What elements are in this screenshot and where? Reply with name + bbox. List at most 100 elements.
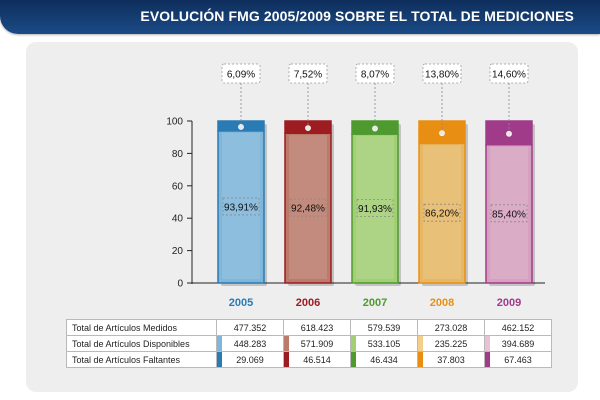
bar-group-2007: 91,93% 8,07% 2007 — [351, 63, 401, 309]
value-label-faltantes: 8,07% — [361, 70, 389, 81]
cell-value: 579.539 — [367, 322, 401, 333]
cell-value: 448.283 — [233, 338, 267, 349]
value-label-disponibles: 91,93% — [358, 204, 392, 215]
table-row: Total de Artículos Medidos 477.352 618.423… — [66, 319, 552, 336]
callout-box — [489, 63, 529, 84]
value-label-box — [423, 203, 461, 222]
x-tick-label-2008: 2008 — [430, 297, 454, 309]
value-label-disponibles: 93,91% — [224, 202, 258, 213]
row-label: Total de Artículos Disponibles — [66, 335, 217, 352]
cell-value: 477.352 — [233, 322, 267, 333]
y-tick-label: 20 — [172, 246, 184, 257]
y-tick-label: 60 — [172, 181, 184, 192]
table-cell: 273.028 — [417, 319, 485, 336]
cell-value: 618.423 — [300, 322, 334, 333]
bar-group-2008: 86,20% 13,80% 2008 — [418, 63, 468, 309]
bar-group-2006: 92,48% 7,52% 2006 — [284, 63, 334, 309]
callout-box — [221, 63, 261, 84]
x-tick-label-2009: 2009 — [497, 297, 521, 309]
cell-value: 46.434 — [370, 354, 398, 365]
bar-group-2005: 93,91% 6,09% 2005 — [217, 63, 267, 309]
series-color-marker — [485, 352, 490, 367]
series-color-marker — [351, 352, 356, 367]
bar-highlight — [490, 146, 528, 279]
table-cell: 618.423 — [283, 319, 351, 336]
table-cell: 571.909 — [283, 335, 351, 352]
cell-value: 46.514 — [303, 354, 331, 365]
value-label-disponibles: 92,48% — [291, 204, 325, 215]
bar-highlight — [289, 135, 327, 279]
table-cell: 462.152 — [484, 319, 552, 336]
table-row: Total de Artículos Disponibles 448.283 571… — [66, 335, 552, 352]
value-label-faltantes: 7,52% — [294, 70, 322, 81]
bar-highlight — [356, 136, 394, 279]
bar-highlight — [423, 145, 461, 279]
table-cell: 477.352 — [216, 319, 284, 336]
cell-value: 29.069 — [236, 354, 264, 365]
table-row: Total de Artículos Faltantes 29.069 46.514… — [66, 351, 552, 368]
series-color-marker — [217, 336, 222, 351]
y-tick-label: 80 — [172, 149, 184, 160]
table-cell: 235.225 — [417, 335, 485, 352]
series-color-marker — [351, 336, 356, 351]
table-cell: 67.463 — [484, 351, 552, 368]
cell-value: 533.105 — [367, 338, 401, 349]
value-label-faltantes: 13,80% — [425, 70, 459, 81]
value-label-disponibles: 85,40% — [492, 209, 526, 220]
cell-value: 235.225 — [434, 338, 468, 349]
series-color-marker — [217, 352, 222, 367]
series-color-marker — [284, 352, 289, 367]
bar-disponibles — [284, 132, 332, 284]
table-cell: 533.105 — [350, 335, 418, 352]
value-label-faltantes: 14,60% — [492, 70, 526, 81]
y-tick-label: 0 — [177, 279, 183, 290]
cell-value: 394.689 — [501, 338, 535, 349]
callout-dot — [372, 125, 378, 132]
series-color-marker — [284, 336, 289, 351]
value-label-box — [490, 204, 528, 223]
bar-disponibles — [418, 142, 466, 284]
callout-dot — [439, 130, 445, 137]
cell-value: 67.463 — [504, 354, 532, 365]
cell-value: 571.909 — [300, 338, 334, 349]
y-tick-label: 40 — [172, 214, 184, 225]
table-cell: 448.283 — [216, 335, 284, 352]
x-tick-label-2006: 2006 — [296, 297, 320, 309]
callout-dot — [305, 125, 311, 131]
table-cell: 579.539 — [350, 319, 418, 336]
table-cell: 46.514 — [283, 351, 351, 368]
row-label: Total de Artículos Medidos — [66, 319, 217, 336]
table-cell: 394.689 — [484, 335, 552, 352]
callout-dot — [238, 124, 244, 130]
cell-value: 273.028 — [434, 322, 468, 333]
x-tick-label-2007: 2007 — [363, 297, 387, 309]
header-bar: EVOLUCIÓN FMG 2005/2009 SOBRE EL TOTAL D… — [0, 0, 600, 34]
table-cell: 29.069 — [216, 351, 284, 368]
bar-disponibles — [217, 130, 265, 284]
x-tick-label-2005: 2005 — [229, 297, 253, 309]
series-color-marker — [485, 336, 490, 351]
callout-dot — [506, 130, 512, 137]
bar-highlight — [222, 132, 260, 279]
table-cell: 46.434 — [350, 351, 418, 368]
bar-disponibles — [485, 143, 533, 284]
value-label-box — [356, 199, 394, 217]
y-tick-label: 100 — [166, 117, 183, 128]
cell-value: 462.152 — [501, 322, 535, 333]
row-label: Total de Artículos Faltantes — [66, 351, 217, 368]
callout-box — [288, 63, 328, 84]
data-table: Total de Artículos Medidos 477.352 618.423… — [66, 319, 552, 368]
bar-group-2009: 85,40% 14,60% 2009 — [485, 63, 535, 309]
value-label-disponibles: 86,20% — [425, 209, 459, 220]
callout-box — [355, 63, 395, 84]
table-cell: 37.803 — [417, 351, 485, 368]
value-label-box — [289, 198, 327, 217]
value-label-box — [222, 197, 260, 216]
callout-box — [422, 63, 462, 84]
chart-title: EVOLUCIÓN FMG 2005/2009 SOBRE EL TOTAL D… — [140, 8, 574, 24]
value-label-faltantes: 6,09% — [227, 70, 255, 81]
series-color-marker — [418, 352, 423, 367]
series-color-marker — [418, 336, 423, 351]
cell-value: 37.803 — [437, 354, 465, 365]
